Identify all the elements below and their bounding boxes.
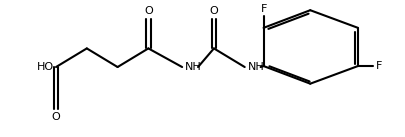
- Text: HO: HO: [37, 62, 54, 72]
- Text: NH: NH: [248, 62, 264, 72]
- Text: O: O: [209, 6, 218, 16]
- Text: F: F: [376, 61, 382, 71]
- Text: F: F: [260, 4, 267, 14]
- Text: NH: NH: [185, 62, 202, 72]
- Text: O: O: [51, 112, 60, 122]
- Text: O: O: [144, 6, 153, 16]
